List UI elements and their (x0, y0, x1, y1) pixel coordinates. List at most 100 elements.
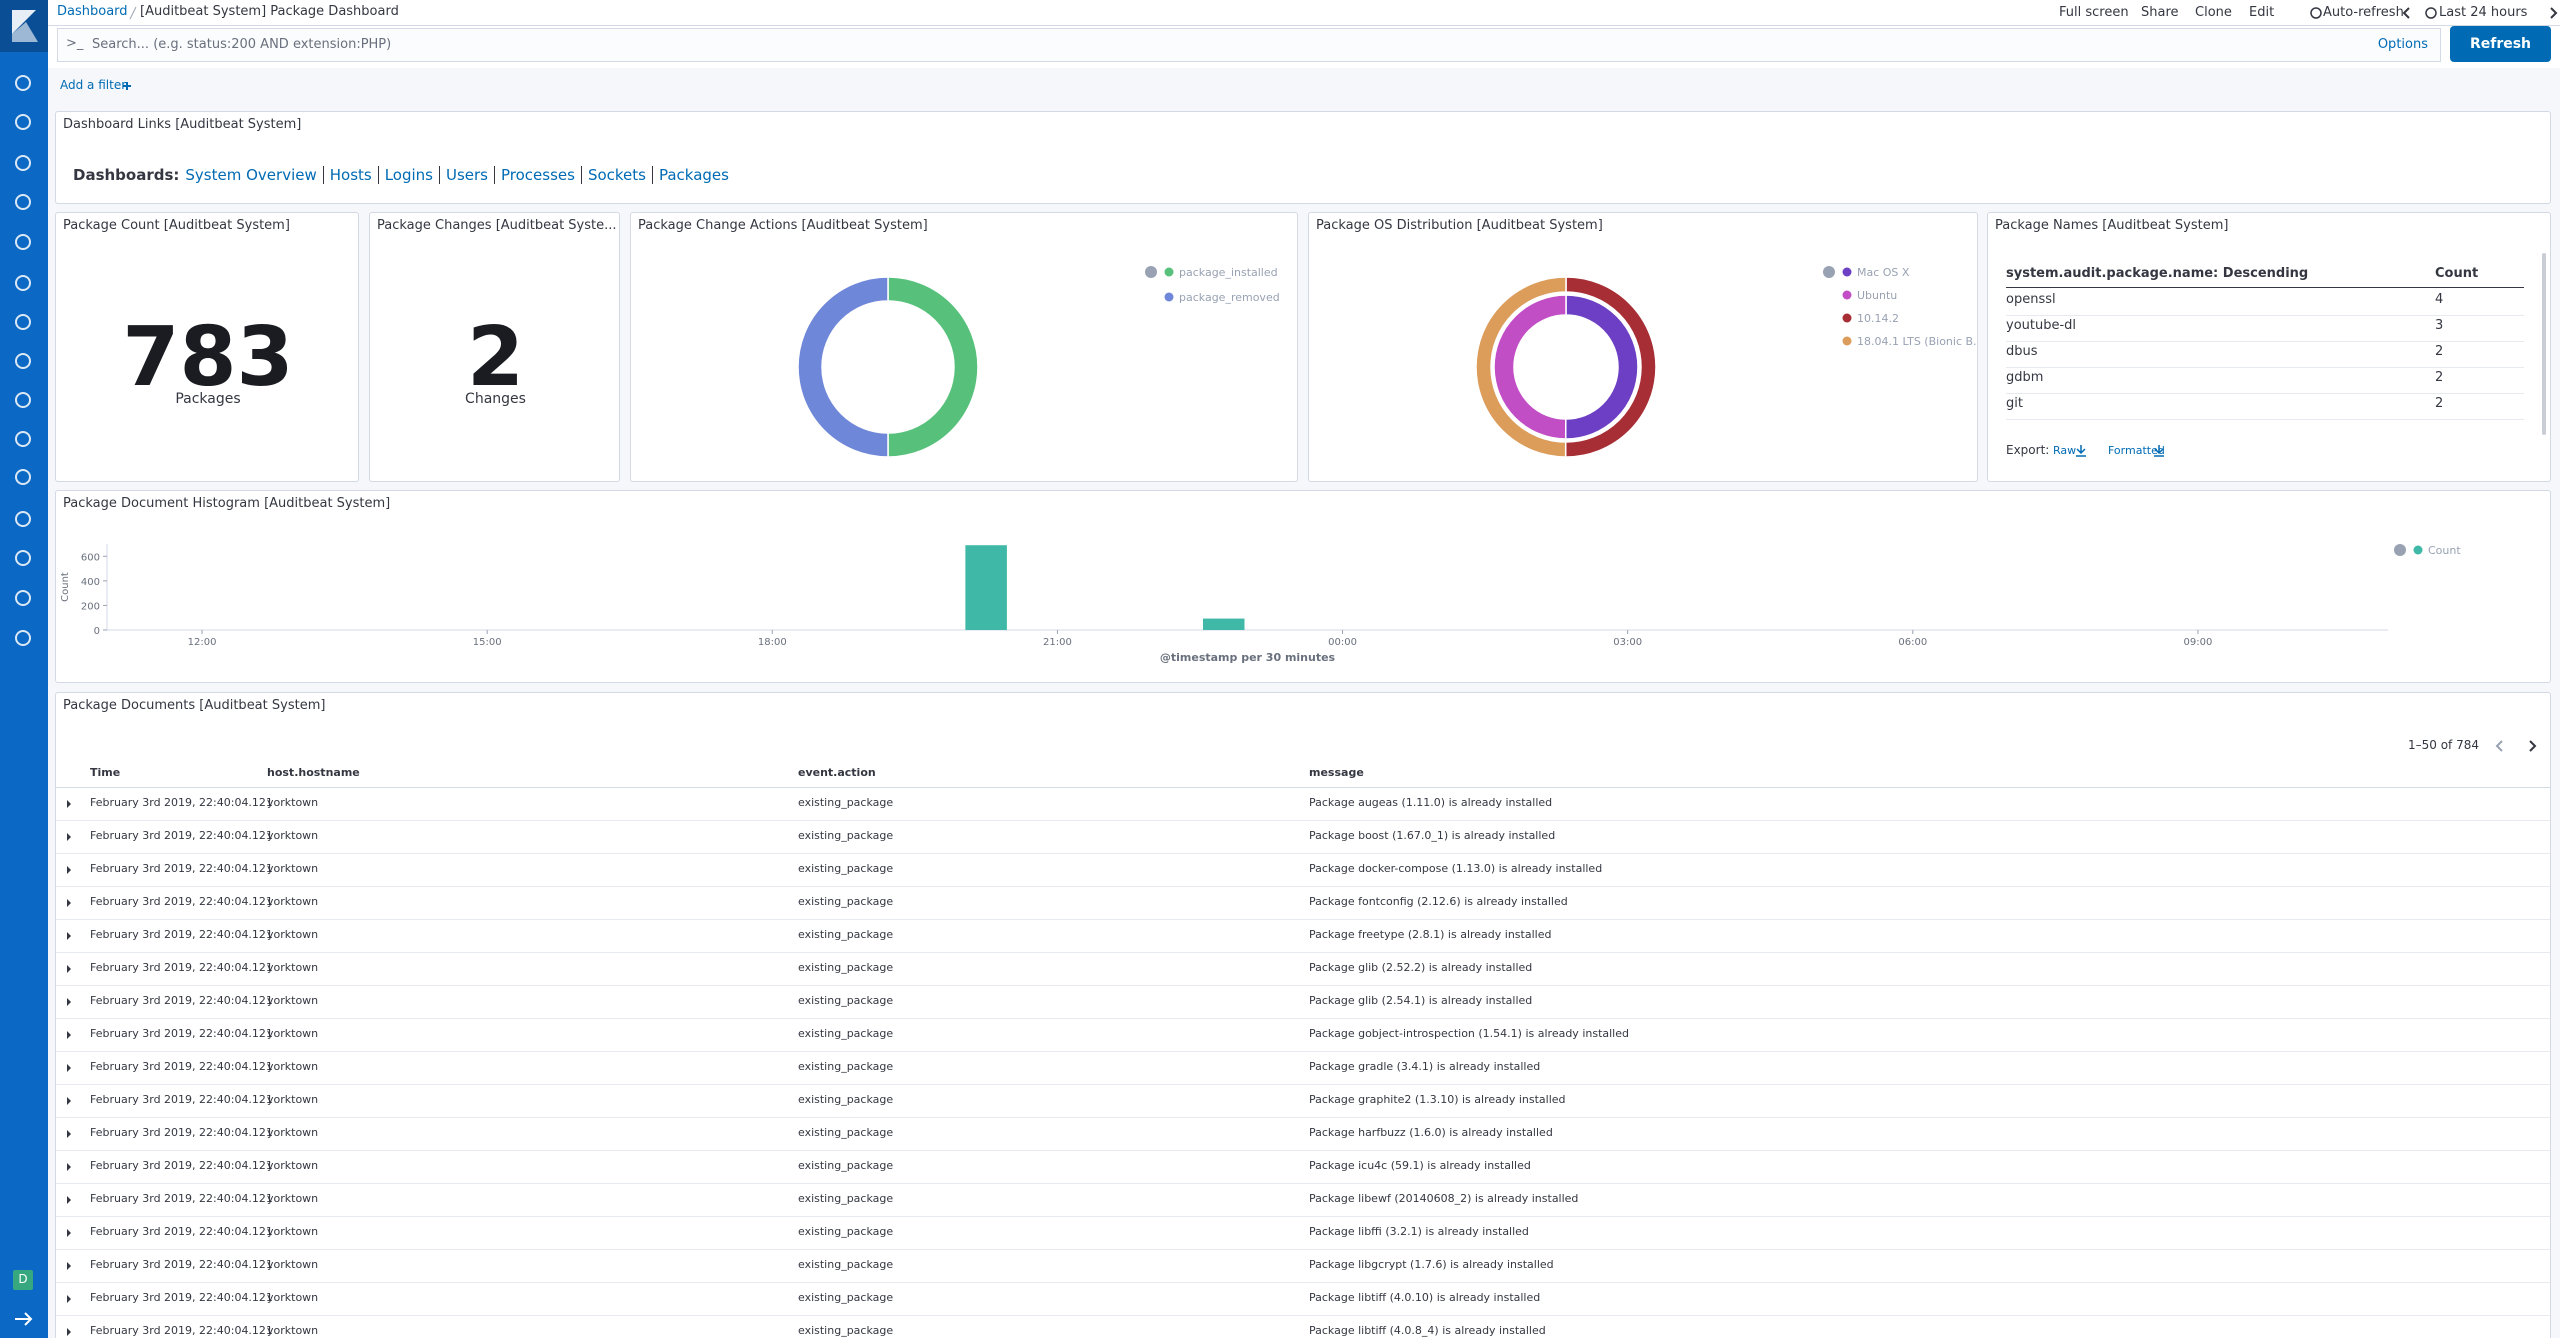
panel-title: Package Changes [Auditbeat Syste... (377, 218, 617, 233)
column-header[interactable]: system.audit.package.name: Descending (2006, 266, 2309, 281)
cell: February 3rd 2019, 22:40:04.121 (90, 1060, 273, 1073)
nav-icon (15, 590, 31, 606)
legend-dot (1164, 267, 1174, 277)
legend-label: 10.14.2 (1857, 312, 1899, 325)
add-filter[interactable]: Add a filter (60, 78, 127, 92)
panel-title: Package Count [Auditbeat System] (63, 218, 290, 233)
menu-item[interactable]: Auto-refresh (2323, 5, 2404, 20)
menu-item[interactable]: Clone (2195, 5, 2232, 20)
row-rule (56, 1315, 2550, 1316)
legend-label: package_removed (1179, 291, 1280, 304)
cell: yorktown (267, 895, 319, 908)
query-input[interactable]: >_ Search... (e.g. status:200 AND extensi… (57, 28, 2441, 62)
legend-toggle (1145, 266, 1157, 278)
column-header[interactable]: Count (2435, 266, 2479, 281)
column-header[interactable]: Time (90, 766, 121, 779)
query-placeholder: Search... (e.g. status:200 AND extension… (92, 37, 392, 52)
row-rule (56, 1117, 2550, 1118)
column-header[interactable]: message (1309, 766, 1364, 779)
menu-item[interactable]: Full screen (2059, 5, 2129, 20)
legend-dot (1842, 313, 1852, 323)
add-filter-icon (123, 82, 131, 90)
cell: February 3rd 2019, 22:40:04.121 (90, 862, 273, 875)
pie-slice (1475, 276, 1567, 458)
legend-label: package_installed (1179, 266, 1278, 279)
dashboard-link[interactable]: Sockets (580, 166, 652, 184)
legend-label: Count (2428, 544, 2461, 557)
cell: Package libtiff (4.0.8_4) is already ins… (1309, 1324, 1546, 1337)
cell: Package harfbuzz (1.6.0) is already inst… (1309, 1126, 1553, 1139)
breadcrumb[interactable]: Dashboard (57, 4, 128, 19)
nav-icon (15, 469, 31, 485)
menu-item[interactable]: Edit (2249, 5, 2275, 20)
cell: existing_package (798, 961, 894, 974)
cell: Package gobject-introspection (1.54.1) i… (1309, 1027, 1629, 1040)
y-axis-label: Count (60, 572, 71, 602)
row-rule (2006, 367, 2524, 368)
legend-label: 18.04.1 LTS (Bionic B... (1857, 335, 1978, 348)
cell: yorktown (267, 1093, 319, 1106)
sidebar: D (0, 0, 48, 1338)
row-rule (56, 1249, 2550, 1250)
nav-icon (15, 353, 31, 369)
dashboard-link[interactable]: Hosts (322, 166, 378, 184)
row-rule (56, 886, 2550, 887)
row-rule (56, 853, 2550, 854)
dashboard-link[interactable]: System Overview (185, 166, 317, 184)
row-rule (56, 985, 2550, 986)
row-rule (56, 820, 2550, 821)
download-icon (2076, 445, 2086, 457)
export-link[interactable]: Formatted (2108, 444, 2165, 457)
nav-icon (15, 275, 31, 291)
expand-toggle (67, 1163, 71, 1171)
cell: Package libgcrypt (1.7.6) is already ins… (1309, 1258, 1554, 1271)
pie-panel: Package OS Distribution [Auditbeat Syste… (1308, 212, 1978, 482)
logo (12, 10, 36, 34)
query-bar: >_ Search... (e.g. status:200 AND extensi… (48, 26, 2560, 68)
column-header[interactable]: event.action (798, 766, 876, 779)
cell: yorktown (267, 796, 319, 809)
cell: Package glib (2.52.2) is already install… (1309, 961, 1533, 974)
clock-icon (2425, 7, 2437, 19)
dashboard-link[interactable]: Users (438, 166, 494, 184)
x-tick-label: 21:00 (1043, 637, 1072, 648)
histogram-panel: Package Document Histogram [Auditbeat Sy… (55, 490, 2551, 683)
pie-chart: Mac OS X Ubuntu 10.14.2 18.04.1 LTS (Bionic… (1475, 266, 1978, 458)
cell: February 3rd 2019, 22:40:04.121 (90, 1291, 273, 1304)
dashboard-link[interactable]: Logins (377, 166, 439, 184)
options-button[interactable]: Options (2377, 37, 2428, 52)
cell: yorktown (267, 1027, 319, 1040)
chevron-left (2402, 7, 2410, 19)
pie-slice (1564, 294, 1639, 440)
sidebar-icons (0, 0, 48, 1326)
nav-icon (15, 431, 31, 447)
logo (12, 22, 38, 42)
expand-toggle (67, 1196, 71, 1204)
dashboard-link[interactable]: Processes (494, 166, 581, 184)
space-badge-bg[interactable] (13, 1270, 33, 1290)
scrollbar (2542, 253, 2546, 435)
cell: Package glib (2.54.1) is already install… (1309, 994, 1533, 1007)
cell: Package freetype (2.8.1) is already inst… (1309, 928, 1552, 941)
prev-page (2495, 740, 2503, 752)
export-link[interactable]: Raw (2053, 444, 2077, 457)
y-tick-label: 200 (81, 601, 100, 612)
space-badge[interactable]: D (18, 1272, 28, 1286)
legend-toggle (2394, 544, 2406, 556)
time-range[interactable]: Last 24 hours (2439, 5, 2528, 20)
collapse-icon[interactable] (15, 1312, 33, 1326)
dashboard-link[interactable]: Packages (651, 166, 735, 184)
panel-title: Package Names [Auditbeat System] (1995, 218, 2229, 233)
cell: existing_package (798, 1126, 894, 1139)
nav-icons[interactable] (15, 75, 31, 646)
refresh-button[interactable]: Refresh (2450, 26, 2551, 62)
panel-title: Package Change Actions [Auditbeat System… (638, 218, 928, 233)
expand-toggle (67, 1262, 71, 1270)
name-cell: openssl (2006, 292, 2056, 307)
cell: yorktown (267, 1159, 319, 1172)
nav-icon (15, 511, 31, 527)
menu-item[interactable]: Share (2141, 5, 2179, 20)
expand-toggle (67, 1130, 71, 1138)
cell: existing_package (798, 1027, 894, 1040)
column-header[interactable]: host.hostname (267, 766, 360, 779)
